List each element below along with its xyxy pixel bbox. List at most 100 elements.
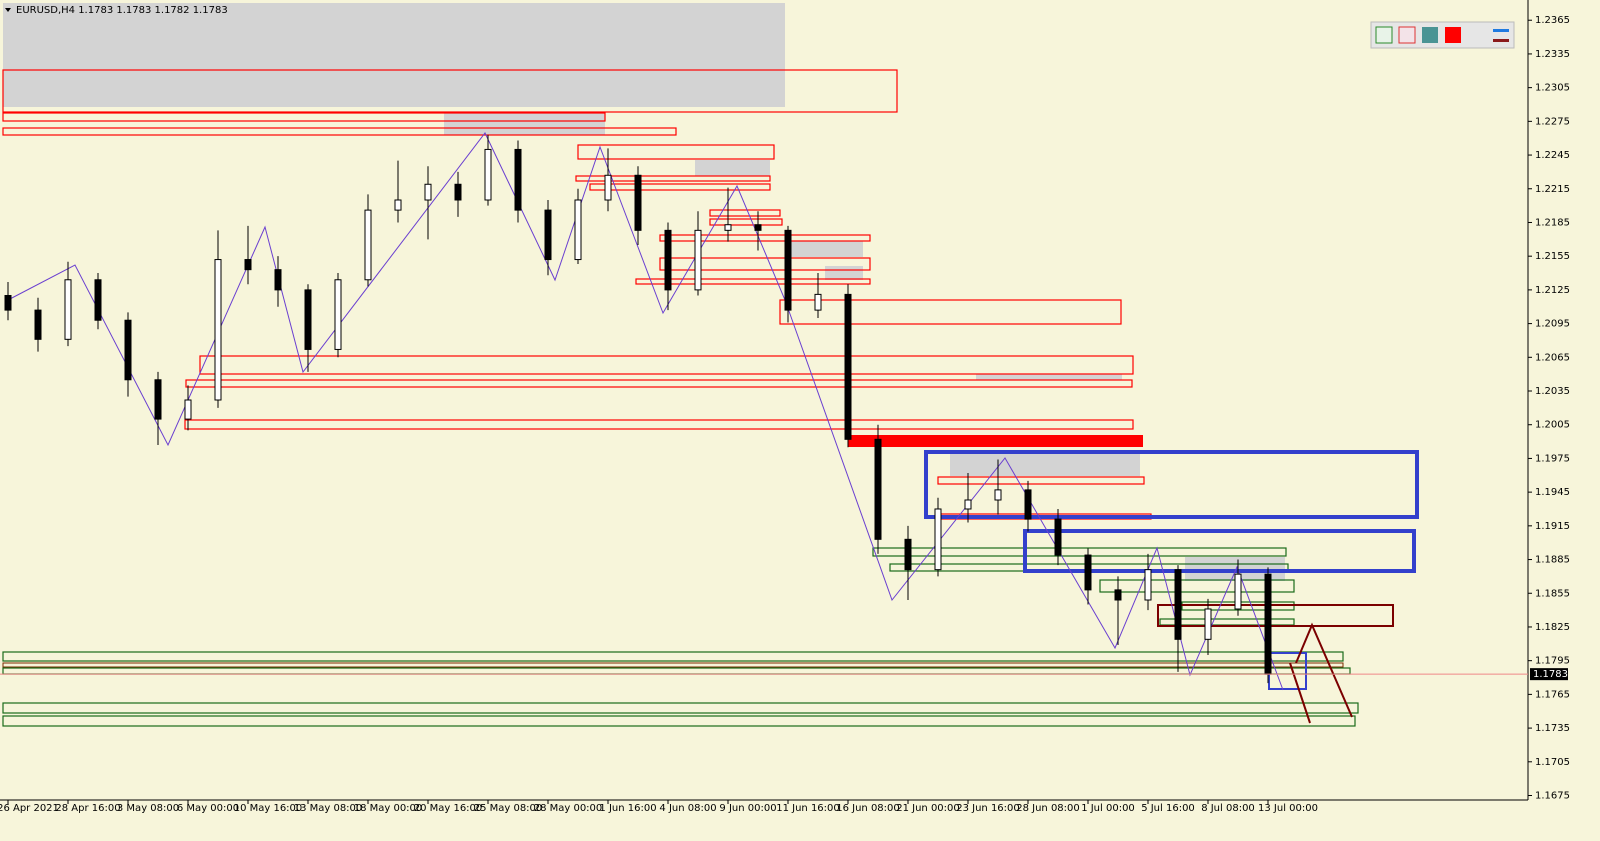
candle-body bbox=[184, 399, 192, 420]
candle-body bbox=[64, 279, 72, 340]
zone bbox=[1268, 652, 1307, 690]
candle-body bbox=[664, 229, 672, 291]
candle-body bbox=[1084, 554, 1092, 591]
x-tick-label: 5 Jul 16:00 bbox=[1141, 803, 1195, 814]
tool[interactable] bbox=[1493, 39, 1509, 42]
candle-body bbox=[484, 148, 492, 201]
y-tick-label: 1.2155 bbox=[1535, 251, 1570, 262]
zone bbox=[659, 257, 871, 271]
zone bbox=[199, 355, 1134, 375]
candle-body bbox=[934, 508, 942, 571]
x-tick-label: 1 Jul 00:00 bbox=[1081, 803, 1135, 814]
candle-body bbox=[844, 293, 852, 440]
candle-body bbox=[1024, 489, 1032, 520]
y-tick-label: 1.1825 bbox=[1535, 622, 1570, 633]
candle-body bbox=[334, 279, 342, 350]
y-tick-label: 1.1855 bbox=[1535, 588, 1570, 599]
candle-body bbox=[244, 259, 252, 271]
zone bbox=[2, 127, 677, 136]
candle-body bbox=[634, 174, 642, 231]
zone bbox=[2, 662, 1344, 668]
zone bbox=[3, 3, 785, 107]
tool[interactable] bbox=[1445, 27, 1461, 43]
y-tick-label: 1.2065 bbox=[1535, 352, 1570, 363]
y-tick-label: 1.1945 bbox=[1535, 487, 1570, 498]
y-tick-label: 1.2275 bbox=[1535, 116, 1570, 127]
x-tick-label: 28 Apr 16:00 bbox=[55, 803, 120, 814]
candle-body bbox=[694, 229, 702, 291]
y-tick-label: 1.2005 bbox=[1535, 420, 1570, 431]
zone bbox=[589, 183, 771, 191]
toolbar[interactable] bbox=[1370, 21, 1515, 49]
x-tick-label: 6 May 00:00 bbox=[177, 803, 239, 814]
candle-body bbox=[94, 279, 102, 321]
candle-body bbox=[34, 309, 42, 340]
x-tick-label: 18 May 00:00 bbox=[354, 803, 423, 814]
zone bbox=[924, 450, 1419, 519]
zone bbox=[2, 112, 606, 122]
candle-body bbox=[394, 199, 402, 211]
projection bbox=[1295, 622, 1353, 718]
candle-body bbox=[904, 538, 912, 571]
candle-body bbox=[754, 224, 762, 231]
zone bbox=[788, 241, 863, 257]
y-tick-label: 1.2185 bbox=[1535, 217, 1570, 228]
zone bbox=[848, 435, 1143, 447]
y-tick-label: 1.2365 bbox=[1535, 15, 1570, 26]
candle-body bbox=[154, 379, 162, 420]
candle-body bbox=[514, 148, 522, 211]
y-tick-label: 1.2215 bbox=[1535, 184, 1570, 195]
y-tick-label: 1.2125 bbox=[1535, 285, 1570, 296]
candle-body bbox=[424, 183, 432, 201]
zone bbox=[2, 69, 898, 113]
y-tick-label: 1.1765 bbox=[1535, 689, 1570, 700]
y-tick-label: 1.2035 bbox=[1535, 386, 1570, 397]
x-tick-label: 11 Jun 16:00 bbox=[776, 803, 840, 814]
candle-body bbox=[544, 209, 552, 261]
y-tick-label: 1.1795 bbox=[1535, 656, 1570, 667]
y-tick-label: 1.1735 bbox=[1535, 723, 1570, 734]
x-tick-label: 28 Jun 08:00 bbox=[1016, 803, 1080, 814]
tool[interactable] bbox=[1422, 27, 1438, 43]
candle-body bbox=[994, 489, 1002, 501]
x-tick-label: 13 Jul 00:00 bbox=[1258, 803, 1318, 814]
zone bbox=[2, 651, 1344, 662]
last-price-label: 1.1783 bbox=[1533, 669, 1568, 680]
candle-body bbox=[1174, 569, 1182, 640]
candle-body bbox=[874, 438, 882, 540]
candle-body bbox=[784, 229, 792, 311]
y-tick-label: 1.2335 bbox=[1535, 49, 1570, 60]
menu-arrow[interactable] bbox=[5, 8, 11, 12]
zone bbox=[872, 547, 1287, 557]
zone bbox=[577, 144, 775, 160]
y-tick-label: 1.1885 bbox=[1535, 555, 1570, 566]
zone bbox=[184, 419, 1134, 430]
zone bbox=[2, 702, 1359, 714]
x-tick-label: 1 Jun 16:00 bbox=[599, 803, 656, 814]
tool[interactable] bbox=[1375, 26, 1393, 44]
tool[interactable] bbox=[1493, 29, 1509, 32]
x-tick-label: 26 Apr 2021 bbox=[0, 803, 59, 814]
candle-body bbox=[274, 269, 282, 291]
candle-body bbox=[4, 295, 12, 311]
y-tick-label: 1.1975 bbox=[1535, 453, 1570, 464]
zone bbox=[575, 175, 771, 182]
candle-body bbox=[124, 319, 132, 381]
x-tick-label: 20 May 16:00 bbox=[414, 803, 483, 814]
candle-body bbox=[604, 174, 612, 201]
x-tick-label: 3 May 08:00 bbox=[117, 803, 179, 814]
zone bbox=[779, 299, 1122, 325]
zone bbox=[1099, 579, 1295, 593]
zone bbox=[2, 667, 1351, 675]
candle-body bbox=[1054, 518, 1062, 556]
x-tick-label: 16 Jun 08:00 bbox=[836, 803, 900, 814]
zone bbox=[2, 715, 1356, 727]
zone bbox=[695, 160, 770, 176]
zone bbox=[185, 379, 1133, 388]
zone bbox=[709, 209, 781, 217]
tool[interactable] bbox=[1398, 26, 1416, 44]
candle-body bbox=[304, 289, 312, 350]
candle-body bbox=[1234, 573, 1242, 610]
